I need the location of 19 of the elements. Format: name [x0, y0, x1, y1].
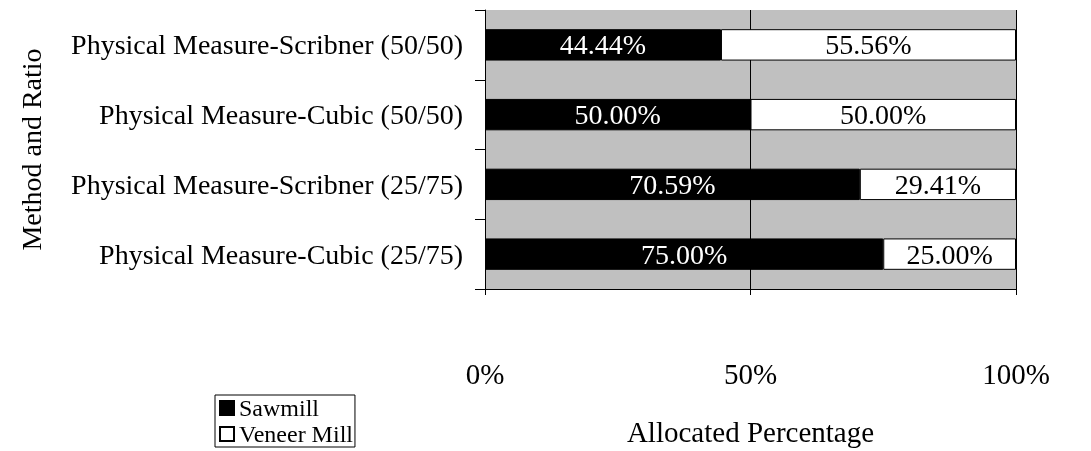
x-axis-title: Allocated Percentage	[626, 415, 875, 448]
data-label: 50.00%	[840, 99, 927, 131]
data-label: 75.00%	[640, 238, 728, 270]
y-tick-label: Physical Measure-Scribner (50/50)	[71, 29, 463, 61]
x-tick-label: 100%	[982, 357, 1050, 390]
data-label: 44.44%	[559, 29, 647, 61]
y-tick-label: Physical Measure-Cubic (25/75)	[99, 238, 463, 270]
legend-label: Veneer Mill	[239, 421, 354, 447]
y-axis-title: Method and Ratio	[15, 48, 47, 251]
y-tick-label: Physical Measure-Scribner (25/75)	[71, 168, 463, 200]
legend-label: Sawmill	[239, 395, 320, 421]
data-label: 70.59%	[629, 168, 716, 200]
y-tick-label: Physical Measure-Cubic (50/50)	[99, 99, 463, 131]
data-label: 50.00%	[574, 99, 661, 131]
x-tick-label: 0%	[465, 357, 505, 390]
data-label: 55.56%	[825, 29, 912, 61]
data-label: 25.00%	[906, 238, 993, 270]
x-tick-label: 50%	[723, 357, 778, 390]
data-label: 29.41%	[894, 168, 982, 200]
